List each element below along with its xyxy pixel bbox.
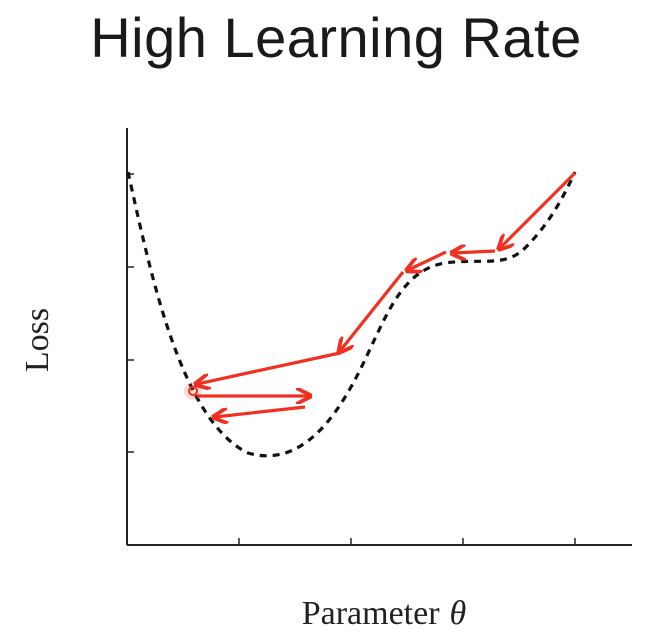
step-arrow bbox=[500, 171, 577, 248]
x-axis-label: Parameter θ bbox=[302, 595, 467, 632]
gradient-steps bbox=[197, 171, 577, 417]
start-point-glow bbox=[184, 382, 202, 400]
y-axis-label: Loss bbox=[19, 308, 56, 372]
step-arrow bbox=[453, 251, 496, 253]
diagram-title: High Learning Rate bbox=[90, 6, 582, 69]
step-arrow bbox=[408, 250, 447, 270]
step-arrow bbox=[215, 405, 306, 417]
start-point-marker bbox=[188, 386, 198, 396]
step-arrow bbox=[340, 271, 405, 351]
x-axis-label-text: Parameter bbox=[302, 595, 440, 632]
step-arrow bbox=[197, 351, 341, 384]
loss-curve bbox=[126, 171, 577, 458]
theta-symbol: θ bbox=[450, 595, 467, 632]
